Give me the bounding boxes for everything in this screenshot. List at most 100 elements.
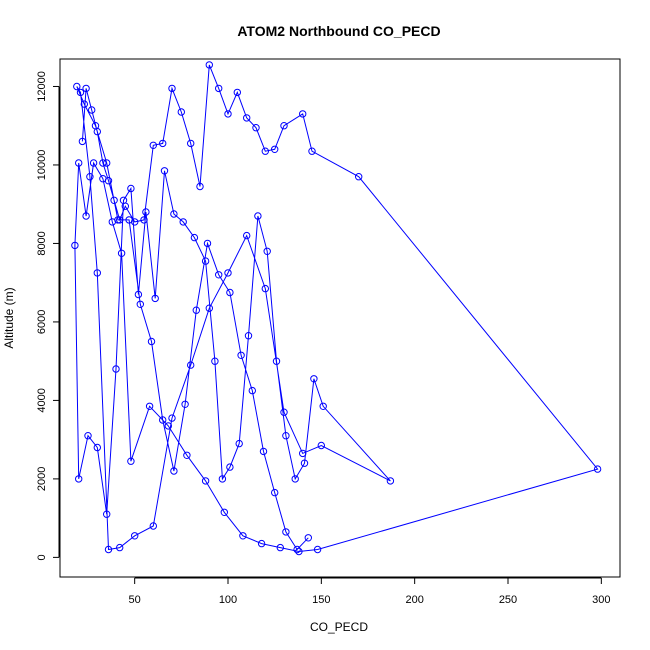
data-point bbox=[254, 212, 262, 220]
y-tick-label: 12000 bbox=[36, 71, 48, 102]
data-point bbox=[205, 304, 214, 312]
data-point bbox=[282, 528, 290, 536]
data-point bbox=[136, 300, 145, 308]
data-point bbox=[170, 467, 178, 475]
data-point bbox=[224, 269, 232, 277]
data-point bbox=[235, 439, 243, 448]
data-point bbox=[218, 475, 227, 483]
data-point bbox=[187, 139, 195, 148]
data-point bbox=[271, 488, 279, 497]
series-line bbox=[74, 64, 599, 553]
data-point bbox=[170, 210, 178, 218]
data-point bbox=[104, 545, 113, 554]
data-point bbox=[226, 463, 234, 471]
data-point bbox=[179, 218, 187, 226]
data-point bbox=[127, 184, 135, 193]
y-tick-label: 2000 bbox=[36, 467, 48, 491]
data-point bbox=[205, 61, 214, 69]
data-point bbox=[82, 84, 90, 93]
data-point bbox=[201, 477, 210, 485]
data-point bbox=[151, 294, 159, 303]
data-point bbox=[103, 510, 111, 518]
data-point bbox=[112, 365, 120, 373]
data-point bbox=[263, 247, 271, 256]
data-point bbox=[168, 84, 176, 93]
data-point bbox=[142, 208, 150, 216]
data-point bbox=[261, 147, 269, 155]
data-point bbox=[299, 110, 307, 118]
data-point bbox=[355, 173, 363, 181]
data-point bbox=[140, 216, 148, 224]
data-point bbox=[317, 441, 325, 450]
data-point bbox=[239, 532, 247, 540]
plot-frame bbox=[59, 58, 621, 578]
data-point bbox=[159, 416, 167, 424]
data-point bbox=[99, 175, 107, 183]
y-tick-label: 10000 bbox=[36, 150, 48, 181]
data-point bbox=[117, 249, 126, 258]
data-point bbox=[272, 357, 281, 365]
data-point bbox=[160, 167, 169, 175]
data-point bbox=[244, 332, 253, 340]
x-axis: 50 100 150 200 250 300 bbox=[129, 577, 611, 606]
x-tick-label: 150 bbox=[312, 594, 330, 606]
data-point bbox=[196, 182, 204, 191]
data-point bbox=[159, 139, 167, 148]
data-point bbox=[119, 196, 128, 205]
data-point bbox=[299, 449, 307, 458]
x-tick-label: 200 bbox=[405, 594, 423, 606]
y-tick-label: 6000 bbox=[36, 310, 48, 334]
data-point bbox=[386, 477, 395, 485]
x-tick-label: 100 bbox=[219, 594, 237, 606]
data-point bbox=[76, 88, 85, 97]
data-point bbox=[134, 290, 143, 299]
data-point bbox=[164, 422, 173, 430]
data-point bbox=[319, 402, 327, 410]
data-point bbox=[226, 288, 234, 297]
data-point bbox=[201, 257, 210, 265]
data-point bbox=[243, 114, 251, 122]
data-point bbox=[187, 361, 195, 369]
data-point bbox=[145, 402, 154, 410]
data-point bbox=[282, 432, 290, 440]
data-point bbox=[75, 159, 83, 167]
data-point bbox=[220, 508, 229, 516]
y-tick-label: 8000 bbox=[36, 231, 48, 255]
data-point bbox=[310, 375, 318, 383]
data-point bbox=[78, 137, 87, 146]
data-point bbox=[114, 216, 122, 224]
data-point bbox=[177, 108, 186, 116]
data-point bbox=[149, 522, 158, 530]
y-tick-label: 4000 bbox=[36, 388, 48, 412]
data-point bbox=[125, 216, 133, 224]
data-point bbox=[261, 284, 269, 293]
data-point bbox=[271, 145, 279, 154]
data-point bbox=[203, 239, 212, 248]
chart-title: ATOM2 Northbound CO_PECD bbox=[237, 23, 440, 39]
data-point bbox=[149, 141, 158, 150]
data-point bbox=[131, 532, 139, 540]
data-point bbox=[308, 147, 316, 155]
data-point bbox=[99, 159, 107, 167]
data-point bbox=[192, 306, 201, 314]
data-point bbox=[116, 543, 124, 552]
data-point bbox=[291, 475, 299, 483]
data-point bbox=[593, 465, 602, 473]
y-axis-label: Altitude (m) bbox=[2, 287, 16, 348]
data-point bbox=[215, 271, 223, 279]
data-point bbox=[211, 357, 219, 365]
data-point bbox=[259, 447, 268, 456]
data-point bbox=[103, 159, 111, 167]
data-point bbox=[280, 122, 288, 130]
data-point bbox=[304, 534, 312, 542]
data-point bbox=[237, 351, 245, 359]
data-point bbox=[190, 233, 199, 242]
data-point bbox=[233, 88, 242, 97]
data-point bbox=[82, 212, 90, 220]
data-point bbox=[183, 451, 191, 459]
data-point bbox=[80, 100, 89, 108]
data-point bbox=[243, 231, 251, 240]
data-point bbox=[89, 159, 98, 167]
